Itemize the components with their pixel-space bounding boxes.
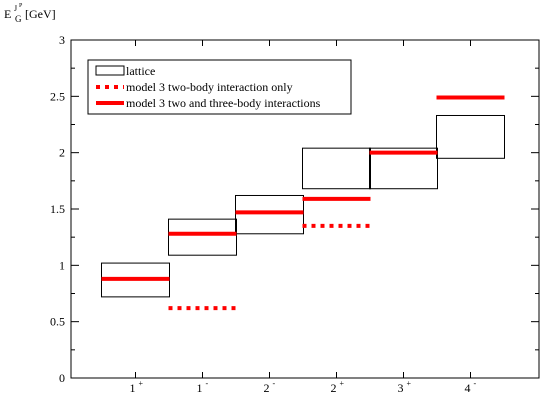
x-tick-label-main: 3 — [398, 381, 404, 395]
y-axis-label-main: E — [4, 7, 11, 21]
x-tick-label-sup: + — [139, 379, 144, 388]
y-tick-label: 0 — [59, 371, 65, 385]
x-tick-label-sup: - — [206, 379, 209, 388]
x-tick-label-sup: + — [340, 379, 345, 388]
y-axis-label-unit: [GeV] — [25, 7, 56, 21]
lattice-box — [168, 218, 237, 256]
lattice-box — [235, 194, 304, 235]
y-tick-label: 0.5 — [50, 315, 65, 329]
y-axis-label: E J P G [GeV] — [4, 3, 56, 24]
svg-text:E: E — [4, 7, 11, 21]
y-tick-label: 2.5 — [50, 89, 65, 103]
legend-box — [87, 59, 352, 115]
y-tick-label: 3 — [59, 33, 65, 47]
legend-label-lattice: lattice — [126, 64, 155, 78]
x-tick-label-main: 1 — [130, 381, 136, 395]
x-tick-label-main: 2 — [264, 381, 270, 395]
y-axis-label-sup: J — [14, 4, 17, 13]
y-tick-label: 1.5 — [50, 202, 65, 216]
legend: lattice model 3 two-body interaction onl… — [87, 59, 352, 115]
x-tick-label: 2 — [331, 381, 337, 395]
x-tick-label-sup: - — [474, 379, 477, 388]
y-axis-label-sub: G — [15, 14, 22, 24]
x-tick-label-sup: - — [273, 379, 276, 388]
x-tick-label: 1 — [197, 381, 203, 395]
x-tick-label-main: 2 — [331, 381, 337, 395]
x-tick-label-sup: + — [407, 379, 412, 388]
x-tick-label: 3 — [398, 381, 404, 395]
x-tick-label: 2 — [264, 381, 270, 395]
legend-label-two-three-body: model 3 two and three-body interactions — [126, 96, 321, 110]
y-tick-label: 2 — [59, 146, 65, 160]
lattice-box — [302, 147, 371, 190]
x-tick-label: 1 — [130, 381, 136, 395]
lattice-box — [436, 114, 505, 159]
legend-swatch-lattice — [95, 65, 125, 76]
x-tick-label: 4 — [465, 381, 471, 395]
plot-frame — [70, 39, 540, 379]
y-axis-label-supsup: P — [19, 3, 23, 9]
lattice-box — [369, 147, 438, 190]
x-tick-label-main: 4 — [465, 381, 471, 395]
y-tick-label: 1 — [59, 258, 65, 272]
x-tick-label-main: 1 — [197, 381, 203, 395]
legend-label-two-body: model 3 two-body interaction only — [126, 80, 293, 94]
